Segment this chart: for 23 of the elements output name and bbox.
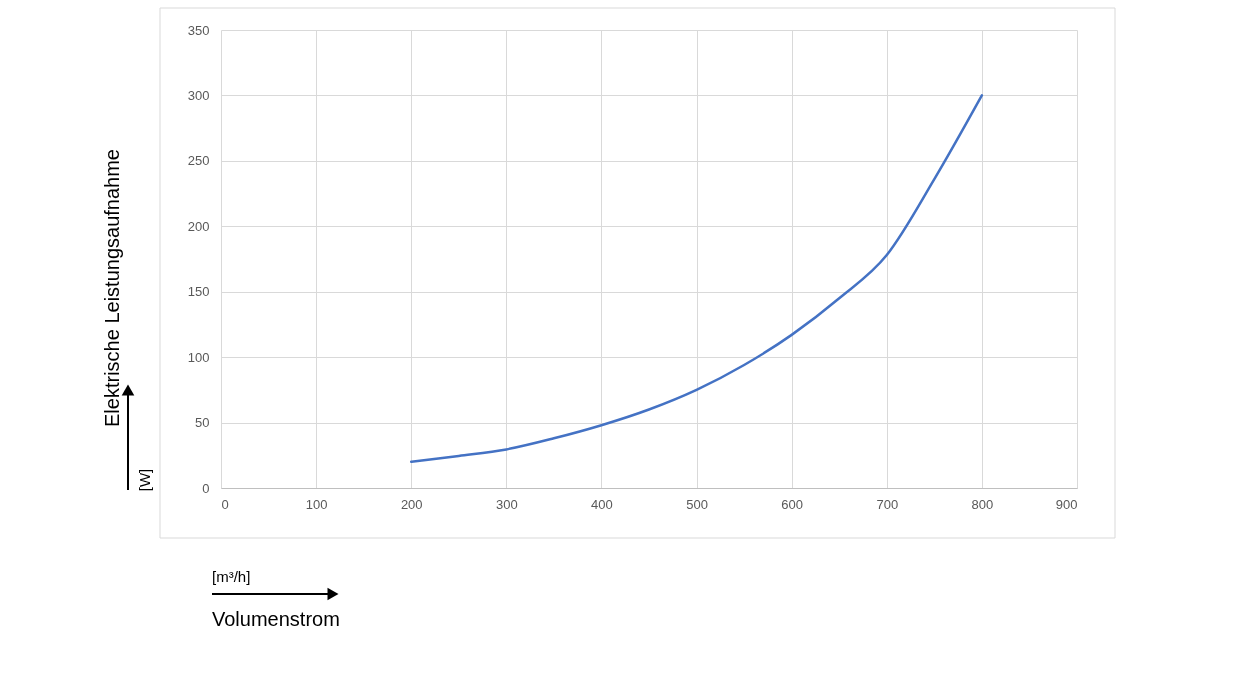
line-series bbox=[409, 94, 984, 464]
y-tick-label: 0 bbox=[202, 480, 210, 496]
x-axis-title: Volumenstrom bbox=[212, 608, 340, 630]
x-tick-label: 300 bbox=[495, 496, 518, 512]
x-tick-label: 400 bbox=[591, 496, 613, 512]
y-tick-label: 300 bbox=[187, 87, 210, 103]
y-axis-title: Elektrische Leistungsaufnahme bbox=[101, 149, 123, 427]
x-tick-label: 800 bbox=[971, 496, 994, 512]
text: [m³/h] bbox=[212, 568, 251, 585]
x-tick-label: 0 bbox=[221, 496, 229, 512]
x-tick-label: 100 bbox=[305, 496, 328, 512]
x-tick-label: 700 bbox=[876, 496, 899, 512]
x-tick-label: 500 bbox=[686, 496, 708, 512]
y-tick-label: 200 bbox=[187, 218, 210, 234]
y-tick-label: 150 bbox=[187, 284, 210, 300]
x-tick-label: 900 bbox=[1055, 496, 1078, 512]
y-tick-label: 250 bbox=[187, 153, 210, 169]
y-tick-label: 350 bbox=[187, 22, 210, 38]
x-tick-label: 200 bbox=[400, 496, 423, 512]
x-tick-label: 600 bbox=[781, 496, 804, 512]
text: [W] bbox=[136, 468, 153, 492]
y-tick-label: 50 bbox=[195, 415, 210, 431]
y-tick-label: 100 bbox=[187, 349, 210, 365]
